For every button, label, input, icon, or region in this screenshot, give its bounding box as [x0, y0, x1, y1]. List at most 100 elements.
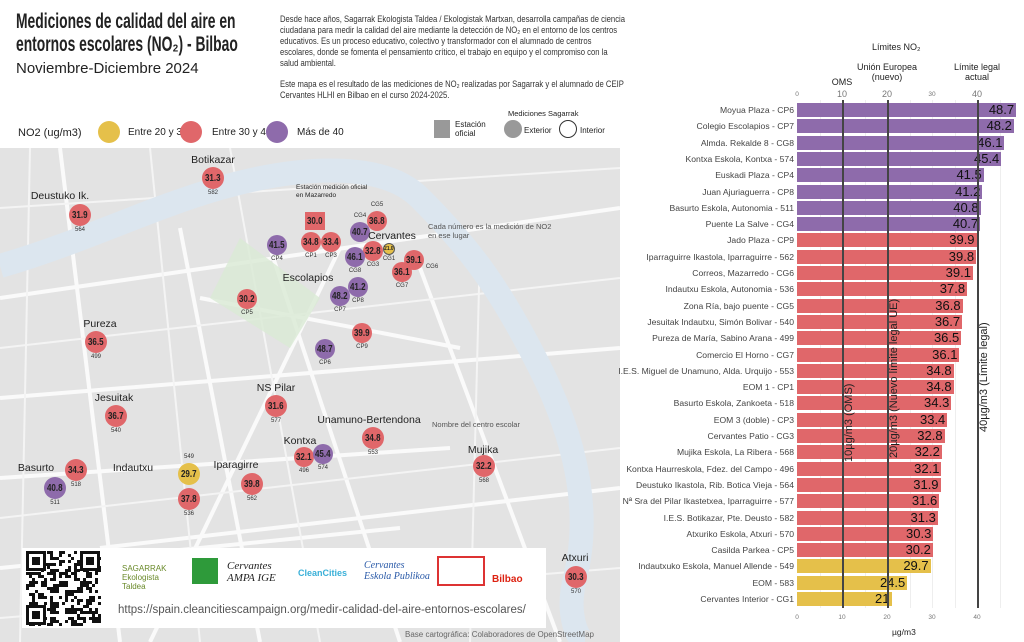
marker-code: 511: [50, 500, 60, 506]
map-marker[interactable]: 30.3: [565, 566, 587, 588]
bar-value-label: 32.8: [917, 428, 943, 443]
bar[interactable]: [797, 314, 963, 329]
marker-value: 39.1: [406, 254, 422, 266]
bar[interactable]: [797, 119, 1014, 134]
bar-category-label: EOM 1 - CP1: [742, 382, 794, 393]
marker-code: 564: [74, 227, 86, 233]
bar[interactable]: [797, 494, 940, 509]
description-paragraph: Este mapa es el resultado de las medicio…: [280, 79, 624, 101]
marker-code: CP1: [305, 253, 317, 259]
bar[interactable]: [797, 526, 934, 541]
bar[interactable]: [797, 510, 938, 525]
map-marker[interactable]: 29.7: [178, 463, 200, 485]
bar-value-label: 48.2: [986, 118, 1012, 134]
map-marker[interactable]: 45.4: [313, 444, 333, 464]
bar-category-label: I.E.S. Botikazar, Pte. Deusto - 582: [663, 512, 794, 523]
marker-code: 549: [183, 454, 195, 460]
bar[interactable]: [797, 282, 968, 297]
reference-top-label: Unión Europea (nuevo): [856, 62, 918, 82]
bar-value-label: 31.3: [910, 509, 936, 525]
bar-value-label: 40.8: [953, 199, 979, 215]
description: Desde hace años, Sagarrak Ekologista Tal…: [280, 14, 626, 111]
bar[interactable]: [797, 575, 908, 590]
map-marker[interactable]: 31.6: [265, 395, 287, 417]
bar-category-label: Pureza de María, Sabino Arana - 499: [652, 333, 794, 344]
bar[interactable]: [797, 347, 960, 362]
bar[interactable]: [797, 298, 963, 313]
bar[interactable]: [797, 559, 931, 574]
bar[interactable]: [797, 396, 952, 411]
map-marker[interactable]: 40.7: [350, 222, 370, 242]
bar[interactable]: [797, 135, 1005, 150]
bar[interactable]: [797, 429, 945, 443]
map-marker[interactable]: 31.9: [69, 204, 91, 226]
map-marker[interactable]: 41.2: [348, 277, 368, 297]
map-marker[interactable]: 34.8: [362, 427, 384, 449]
bar-value-label: 36.1: [932, 346, 958, 362]
marker-value: 21.0: [384, 246, 394, 252]
marker-value: 48.2: [332, 290, 348, 302]
marker-value: 30.2: [239, 293, 255, 305]
map-marker[interactable]: 36.7: [105, 405, 127, 427]
bar-category-label: Indautxu Eskola, Autonomia - 536: [665, 284, 794, 295]
bar[interactable]: [797, 592, 892, 606]
map-marker[interactable]: 40.8: [44, 477, 66, 499]
marker-value: 32.8: [365, 245, 381, 257]
bar-value-label: 34.8: [926, 362, 952, 378]
map-marker[interactable]: 46.1: [345, 247, 365, 267]
map-marker[interactable]: 31.3: [202, 167, 224, 189]
bar-category-label: Cervantes Interior - CG1: [700, 594, 794, 604]
map[interactable]: 31.3 582 31.9 564 30.0 36.8 CG5 40.7 CG4 41.5 CP4 3…: [0, 148, 620, 642]
map-marker[interactable]: 39.9: [352, 323, 372, 343]
bar-value-label: 30.3: [906, 525, 932, 541]
bar[interactable]: [797, 543, 933, 558]
bar-value-label: 41.2: [955, 183, 981, 199]
bar[interactable]: [797, 168, 984, 183]
bar[interactable]: [797, 380, 954, 395]
bar[interactable]: [797, 477, 941, 492]
map-marker[interactable]: 21.0: [383, 243, 395, 255]
bar-value-label: 48.7: [988, 102, 1015, 117]
bar[interactable]: [797, 412, 948, 427]
x-tick-label-top: 0: [795, 91, 799, 98]
map-marker[interactable]: 48.2: [330, 286, 350, 306]
bar[interactable]: [797, 233, 977, 248]
marker-code: 577: [270, 418, 282, 424]
map-marker[interactable]: 39.8: [241, 473, 263, 495]
bar[interactable]: [797, 266, 973, 280]
bar[interactable]: [797, 103, 1017, 117]
map-marker[interactable]: 41.5: [267, 235, 287, 255]
map-marker[interactable]: 36.5: [85, 331, 107, 353]
map-marker[interactable]: 36.8: [367, 211, 387, 231]
bar[interactable]: [797, 461, 942, 476]
place-label: Cervantes: [368, 230, 416, 242]
map-marker[interactable]: 48.7: [315, 339, 335, 359]
bar-category-label: Kontxa Haurreskola, Fdez. del Campo - 49…: [626, 463, 794, 474]
map-marker[interactable]: 37.8: [178, 488, 200, 510]
x-tick-label-top: 40: [971, 89, 983, 99]
reference-line-label: 40µg/m3 (Límite legal): [978, 322, 990, 432]
bar-category-label: Correos, Mazarredo - CG6: [692, 268, 794, 278]
bar[interactable]: [797, 445, 942, 460]
bar-value-label: 41.5: [956, 167, 982, 183]
bar[interactable]: [797, 249, 977, 264]
map-marker[interactable]: 32.8: [363, 241, 383, 261]
qr-code[interactable]: [25, 550, 101, 626]
map-marker[interactable]: 34.3: [65, 459, 87, 481]
marker-code: CG1: [382, 256, 396, 262]
bar[interactable]: [797, 331, 962, 346]
map-marker[interactable]: 33.4: [321, 232, 341, 252]
map-marker[interactable]: 32.1: [294, 447, 314, 467]
map-marker[interactable]: 30.0: [305, 212, 325, 230]
bar-value-label: 34.3: [924, 395, 950, 411]
place-label: Atxuri: [561, 552, 589, 564]
x-tick-label-top: 30: [928, 91, 936, 98]
bar[interactable]: [797, 363, 954, 378]
map-marker[interactable]: 36.1: [392, 262, 412, 282]
bar-value-label: 24.5: [879, 574, 906, 590]
map-marker[interactable]: 34.8: [301, 232, 321, 252]
campaign-url-link[interactable]: https://spain.cleancitiescampaign.org/me…: [118, 604, 526, 616]
map-marker[interactable]: 32.2: [473, 455, 495, 477]
bar[interactable]: [797, 151, 1002, 166]
map-marker[interactable]: 30.2: [237, 289, 257, 309]
